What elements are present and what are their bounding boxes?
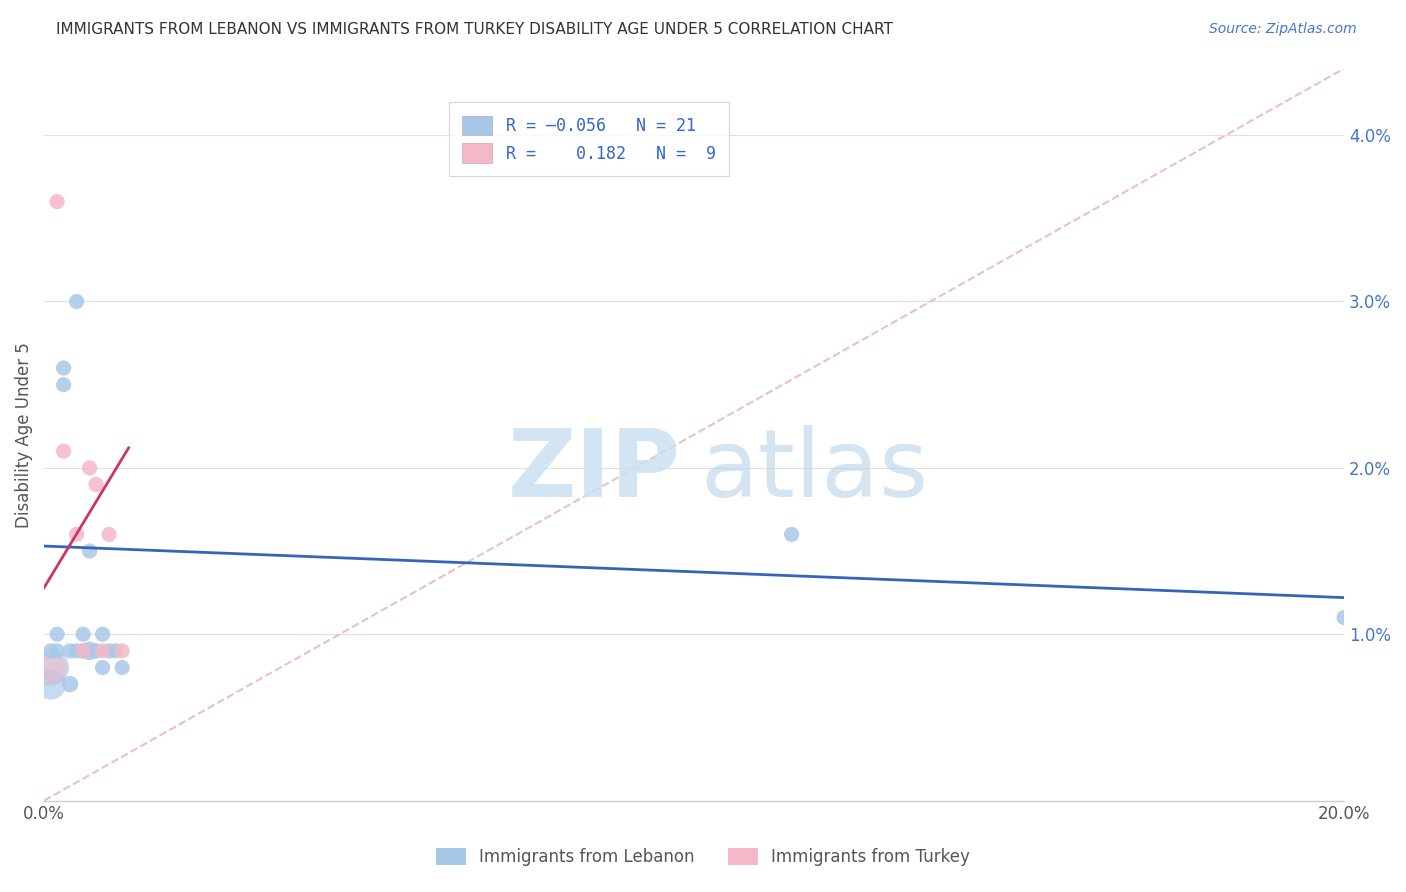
Point bbox=[52, 377, 75, 392]
Point bbox=[72, 627, 94, 641]
Point bbox=[98, 644, 121, 658]
Point bbox=[39, 644, 62, 658]
Point bbox=[84, 644, 107, 658]
Point bbox=[84, 477, 107, 491]
Legend: R = –0.056   N = 21, R =    0.182   N =  9: R = –0.056 N = 21, R = 0.182 N = 9 bbox=[449, 103, 728, 176]
Point bbox=[39, 660, 62, 674]
Text: IMMIGRANTS FROM LEBANON VS IMMIGRANTS FROM TURKEY DISABILITY AGE UNDER 5 CORRELA: IMMIGRANTS FROM LEBANON VS IMMIGRANTS FR… bbox=[56, 22, 893, 37]
Point bbox=[52, 361, 75, 376]
Text: atlas: atlas bbox=[700, 425, 929, 517]
Point bbox=[104, 644, 127, 658]
Point bbox=[111, 660, 134, 674]
Point bbox=[59, 677, 82, 691]
Point bbox=[91, 627, 114, 641]
Point bbox=[46, 194, 69, 209]
Point bbox=[1333, 610, 1355, 624]
Point bbox=[91, 644, 114, 658]
Y-axis label: Disability Age Under 5: Disability Age Under 5 bbox=[15, 342, 32, 527]
Point bbox=[98, 527, 121, 541]
Text: Source: ZipAtlas.com: Source: ZipAtlas.com bbox=[1209, 22, 1357, 37]
Point bbox=[72, 644, 94, 658]
Text: ZIP: ZIP bbox=[508, 425, 681, 517]
Point bbox=[65, 294, 87, 309]
Point bbox=[780, 527, 803, 541]
Legend: Immigrants from Lebanon, Immigrants from Turkey: Immigrants from Lebanon, Immigrants from… bbox=[429, 841, 977, 873]
Point bbox=[46, 627, 69, 641]
Point bbox=[46, 644, 69, 658]
Point bbox=[52, 444, 75, 458]
Point bbox=[91, 660, 114, 674]
Point bbox=[111, 644, 134, 658]
Point bbox=[79, 644, 101, 658]
Point bbox=[65, 644, 87, 658]
Point bbox=[39, 660, 62, 674]
Point bbox=[65, 527, 87, 541]
Point bbox=[59, 644, 82, 658]
Point bbox=[79, 460, 101, 475]
Point bbox=[39, 677, 62, 691]
Point bbox=[72, 644, 94, 658]
Point bbox=[79, 544, 101, 558]
